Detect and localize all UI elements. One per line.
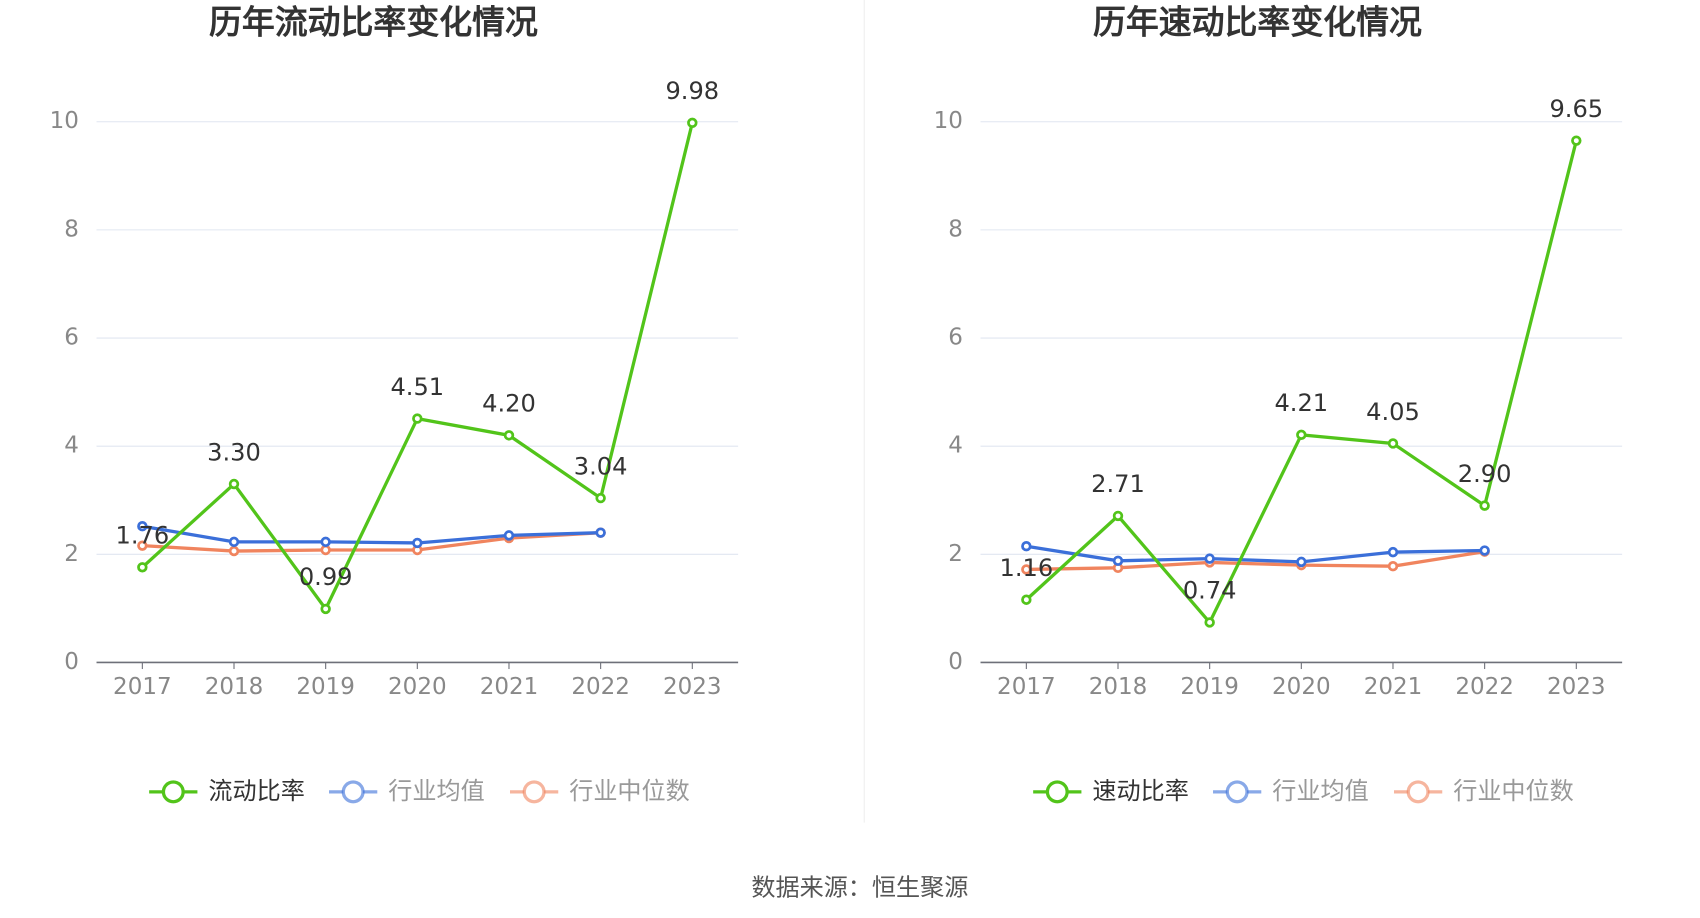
data-point [1387,438,1399,449]
data-point [1112,510,1124,522]
data-label: 2.71 [1091,470,1145,498]
data-label: 3.04 [574,452,628,480]
y-tick-label: 8 [948,216,963,242]
data-label: 1.16 [1000,554,1054,582]
x-tick-label: 2018 [205,674,264,700]
data-label: 2.90 [1458,460,1512,488]
data-label: 9.98 [665,77,719,105]
y-tick-label: 4 [64,433,79,459]
data-label: 9.65 [1549,95,1603,123]
data-label: 0.74 [1183,577,1237,605]
series-line [141,122,694,613]
data-point [1204,553,1215,564]
data-point [1021,564,1032,575]
y-tick-label: 6 [64,325,79,351]
data-point [1571,135,1582,146]
data-point [137,520,148,532]
x-tick-label: 2018 [1089,674,1148,700]
series-line [1025,140,1578,626]
x-tick-label: 2022 [571,674,630,700]
data-point [1479,500,1490,511]
data-point [228,478,240,490]
data-label: 4.05 [1366,398,1420,426]
data-point [412,537,423,549]
x-tick-label: 2019 [296,674,355,700]
legend-label: 行业均值 [388,777,484,805]
legend-label: 行业中位数 [569,777,690,805]
data-label: 0.99 [299,563,353,591]
data-label: 1.76 [116,522,170,550]
series-line [142,531,601,553]
data-point [503,530,515,541]
legend-icon-marker [161,780,185,804]
data-point [1296,556,1307,568]
x-tick-label: 2023 [663,674,722,700]
source-note: 数据来源：恒生聚源 [751,873,968,901]
legend-label: 行业中位数 [1453,777,1574,805]
legend-icon-marker [341,780,365,804]
legend-icon-marker [1045,780,1069,804]
x-tick-label: 2019 [1180,674,1239,700]
x-tick-label: 2022 [1455,674,1514,700]
y-tick-label: 10 [50,108,79,134]
y-tick-label: 2 [64,541,79,567]
data-point [1387,560,1399,572]
data-point [412,413,423,424]
x-tick-label: 2023 [1547,674,1606,700]
x-tick-label: 2017 [997,674,1056,700]
data-point [1204,617,1215,628]
y-tick-label: 4 [948,433,963,459]
data-point [228,545,240,557]
data-point [228,536,240,548]
y-tick-label: 2 [948,541,963,567]
x-tick-label: 2017 [113,674,172,700]
data-point [687,117,698,129]
legend-label: 流动比率 [208,777,304,805]
data-point [1479,545,1490,556]
data-point [595,492,606,504]
data-label: 4.21 [1274,389,1328,417]
legend-icon-marker [1406,780,1430,804]
data-point [503,430,515,441]
data-point [595,527,606,538]
data-label: 4.20 [482,390,536,418]
x-tick-label: 2021 [1364,674,1423,700]
data-point [1112,555,1124,567]
data-point [320,544,331,556]
data-point [320,603,331,615]
legend-icon-marker [522,780,546,804]
legend-label: 行业均值 [1272,777,1368,805]
y-tick-label: 0 [64,649,79,675]
data-label: 3.30 [207,438,261,466]
data-label: 4.51 [390,373,444,401]
legend-icon-marker [1225,780,1249,804]
data-point [1296,429,1307,441]
data-point [137,540,148,551]
y-tick-label: 8 [64,216,79,242]
series-line [1026,549,1485,572]
data-point [137,562,148,573]
x-tick-label: 2020 [388,674,447,700]
series-line [142,524,601,545]
data-point [1021,540,1032,552]
y-tick-label: 6 [948,325,963,351]
chart-title: 历年流动比率变化情况 [209,3,538,42]
y-tick-label: 10 [934,108,963,134]
data-point [320,536,331,548]
x-tick-label: 2020 [1272,674,1331,700]
y-tick-label: 0 [948,649,963,675]
data-point [1021,594,1032,605]
legend-label: 速动比率 [1092,777,1188,805]
data-point [1387,546,1399,558]
x-tick-label: 2021 [480,674,539,700]
series-line [1026,544,1485,564]
chart-title: 历年速动比率变化情况 [1093,3,1422,42]
